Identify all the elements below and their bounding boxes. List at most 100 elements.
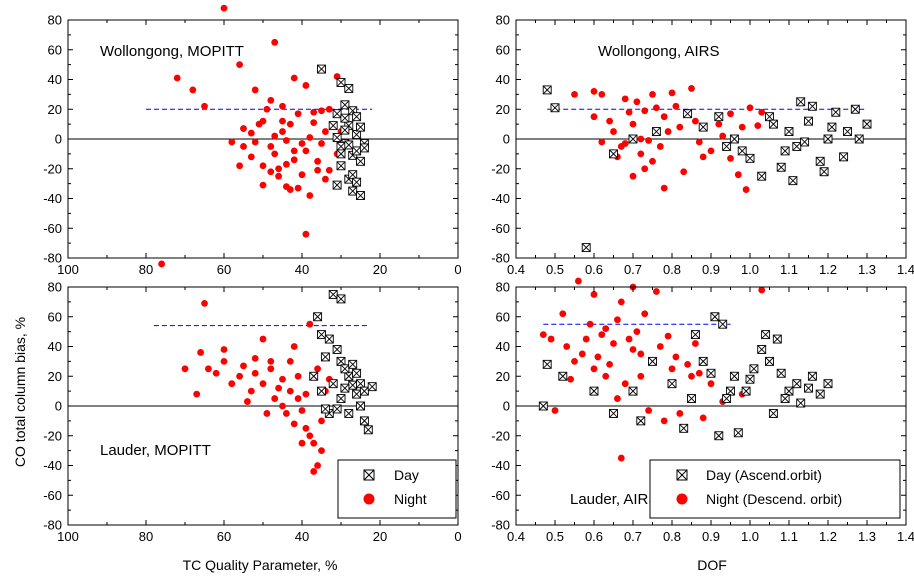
day-point bbox=[356, 379, 365, 389]
day-point bbox=[340, 125, 350, 135]
night-point bbox=[664, 128, 672, 135]
night-point bbox=[598, 90, 606, 98]
day-point bbox=[589, 386, 599, 396]
night-point bbox=[267, 168, 275, 176]
x-tick-label: 0.7 bbox=[624, 262, 642, 277]
night-point bbox=[314, 462, 321, 469]
night-point bbox=[598, 138, 606, 146]
night-point bbox=[559, 310, 567, 318]
night-point bbox=[298, 407, 306, 414]
legend-right: Day (Ascend.orbit) Night (Descend. orbit… bbox=[649, 459, 901, 519]
night-point bbox=[547, 335, 555, 343]
day-point bbox=[757, 171, 767, 181]
night-point bbox=[240, 125, 247, 132]
x-tick-label: 0.5 bbox=[546, 262, 564, 277]
y-tick-label: -20 bbox=[491, 161, 510, 176]
night-point bbox=[298, 140, 306, 147]
day-point bbox=[737, 146, 747, 156]
night-point bbox=[699, 153, 707, 161]
night-point bbox=[633, 328, 641, 336]
night-point bbox=[318, 447, 325, 455]
day-point bbox=[332, 180, 342, 190]
night-point bbox=[610, 128, 617, 135]
y-tick-label: 40 bbox=[48, 72, 62, 87]
night-point bbox=[660, 417, 668, 425]
day-point bbox=[823, 379, 833, 389]
y-tick-label: -80 bbox=[491, 518, 510, 533]
day-point bbox=[741, 386, 751, 396]
night-point bbox=[290, 74, 298, 82]
night-point bbox=[302, 230, 310, 238]
day-point bbox=[698, 122, 708, 132]
day-point bbox=[683, 109, 693, 119]
x-tick-label: 0.9 bbox=[702, 262, 720, 277]
day-point bbox=[332, 133, 342, 142]
day-point bbox=[651, 127, 661, 137]
day-point bbox=[359, 143, 369, 153]
day-point bbox=[796, 97, 806, 107]
night-point bbox=[598, 331, 606, 338]
day-point bbox=[706, 368, 716, 378]
day-point bbox=[850, 104, 860, 114]
night-point bbox=[614, 316, 621, 324]
y-tick-label: -40 bbox=[491, 191, 510, 206]
night-point bbox=[283, 137, 290, 144]
night-point bbox=[236, 372, 244, 380]
day-point bbox=[542, 359, 552, 369]
night-point bbox=[590, 291, 598, 298]
night-point bbox=[306, 134, 314, 141]
series-night bbox=[181, 299, 333, 475]
day-point bbox=[628, 386, 638, 396]
day-point bbox=[344, 408, 354, 418]
night-point bbox=[602, 372, 610, 380]
day-point bbox=[356, 401, 365, 411]
day-point bbox=[800, 137, 810, 147]
legend-right-day-marker bbox=[676, 469, 688, 481]
y-axis-title: CO total column bias, % bbox=[12, 317, 28, 467]
y-tick-label: 60 bbox=[496, 309, 510, 324]
day-point bbox=[317, 386, 326, 396]
day-point bbox=[667, 379, 677, 389]
x-tick-label: 100 bbox=[57, 262, 79, 277]
day-point bbox=[352, 112, 362, 122]
day-point bbox=[628, 134, 638, 144]
x-tick-label: 80 bbox=[139, 529, 153, 544]
series-day bbox=[309, 289, 377, 435]
day-point bbox=[862, 119, 872, 129]
day-point bbox=[815, 389, 825, 399]
night-point bbox=[575, 277, 582, 285]
day-point bbox=[796, 398, 806, 408]
x-tick-label: 1.0 bbox=[741, 529, 759, 544]
day-point bbox=[352, 368, 362, 378]
night-point bbox=[734, 171, 742, 179]
day-point bbox=[722, 141, 732, 151]
night-point bbox=[294, 372, 302, 380]
night-point bbox=[310, 439, 318, 447]
legend-left-day-label: Day bbox=[394, 467, 419, 483]
day-point bbox=[340, 383, 350, 393]
day-point bbox=[757, 345, 767, 354]
night-point bbox=[602, 325, 610, 333]
y-tick-label: 80 bbox=[48, 13, 62, 28]
day-point bbox=[336, 356, 346, 366]
panel-bottom-right: -80 -60 -40 -20 0 20 40 60 80 0.4 0.5 0.6 0.7 0.8 0.9 1… bbox=[491, 277, 914, 544]
night-point bbox=[158, 260, 166, 268]
night-point bbox=[271, 150, 279, 158]
night-point bbox=[629, 346, 637, 353]
night-point bbox=[567, 375, 574, 383]
y-tick-label: -80 bbox=[43, 251, 62, 266]
x-tick-label: 1.2 bbox=[819, 262, 837, 277]
x-tick-label: 0.6 bbox=[585, 262, 603, 277]
night-point bbox=[590, 113, 598, 121]
night-point bbox=[286, 357, 294, 365]
day-point bbox=[542, 85, 552, 95]
night-point bbox=[302, 424, 310, 432]
day-point bbox=[352, 146, 362, 156]
night-point bbox=[539, 331, 547, 338]
night-point bbox=[649, 90, 656, 98]
night-point bbox=[695, 369, 703, 377]
night-point bbox=[688, 372, 695, 380]
night-point bbox=[310, 119, 318, 127]
x-tick-label: 60 bbox=[217, 262, 231, 277]
